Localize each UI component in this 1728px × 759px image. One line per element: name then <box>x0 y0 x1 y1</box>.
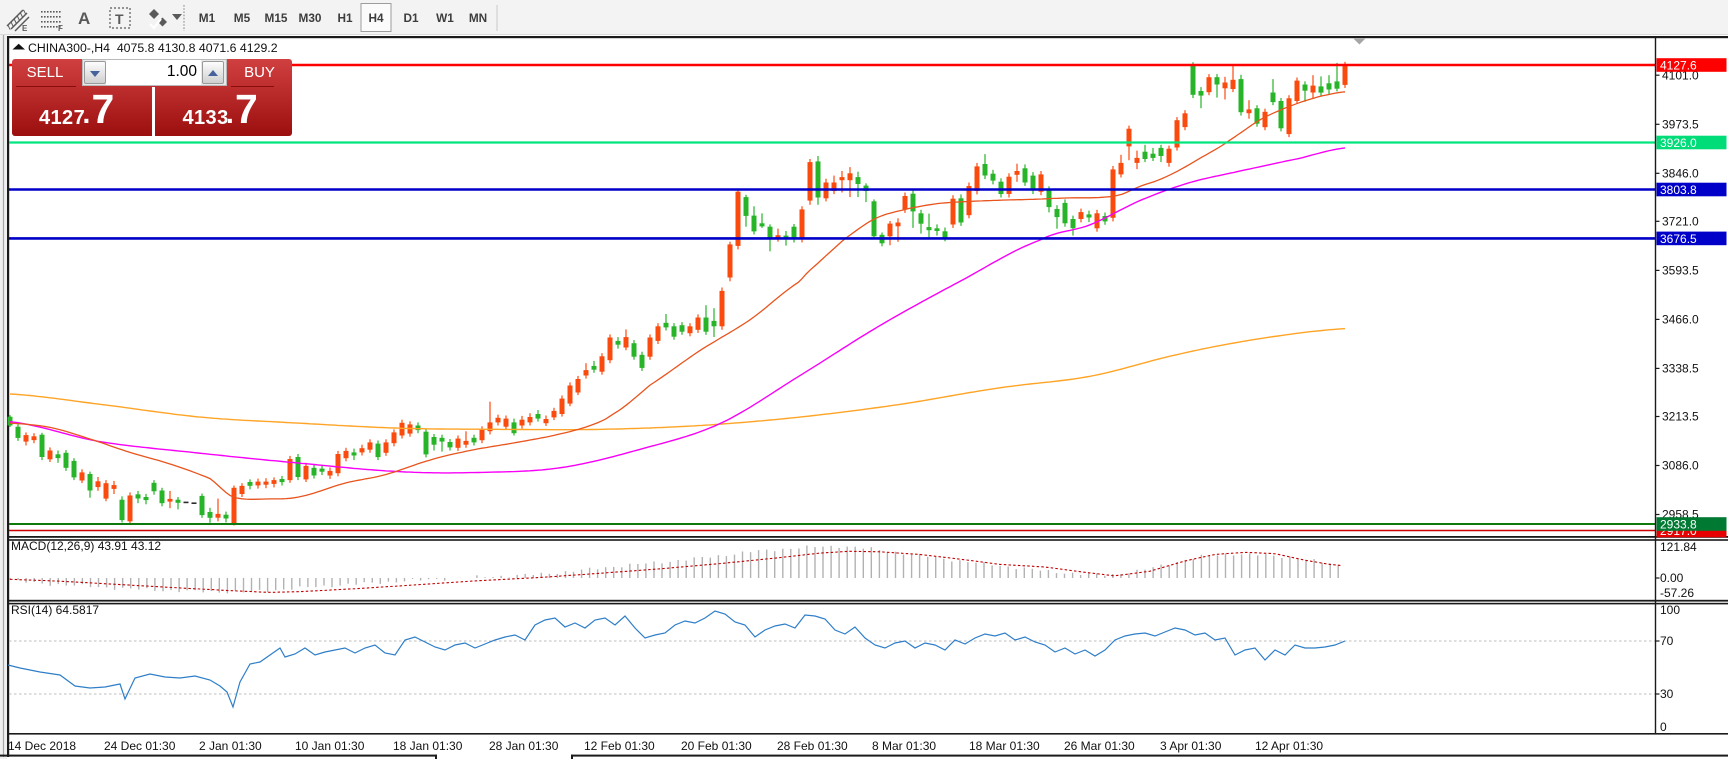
svg-text:3 Apr 01:30: 3 Apr 01:30 <box>1160 739 1222 753</box>
svg-text:-57.26: -57.26 <box>1660 586 1694 600</box>
svg-text:3593.5: 3593.5 <box>1662 264 1699 278</box>
svg-text:14 Dec 2018: 14 Dec 2018 <box>8 739 76 753</box>
svg-text:F: F <box>58 24 63 33</box>
svg-text:18 Jan 01:30: 18 Jan 01:30 <box>393 739 463 753</box>
svg-text:3086.0: 3086.0 <box>1662 459 1699 473</box>
svg-text:D1: D1 <box>403 11 419 25</box>
svg-text:0: 0 <box>1660 720 1667 734</box>
svg-text:18 Mar 01:30: 18 Mar 01:30 <box>969 739 1040 753</box>
svg-text:24 Dec 01:30: 24 Dec 01:30 <box>104 739 176 753</box>
svg-text:28 Jan 01:30: 28 Jan 01:30 <box>489 739 559 753</box>
svg-text:100: 100 <box>1660 603 1680 617</box>
svg-text:M15: M15 <box>265 11 288 25</box>
svg-text:3926.0: 3926.0 <box>1660 136 1697 150</box>
svg-text:H4: H4 <box>368 11 384 25</box>
svg-text:3466.0: 3466.0 <box>1662 313 1699 327</box>
svg-text:CHINA300-,H4 4075.8 4130.8 40: CHINA300-,H4 4075.8 4130.8 4071.6 4129.2 <box>28 41 278 55</box>
svg-text:RSI(14) 64.5817: RSI(14) 64.5817 <box>11 603 99 617</box>
svg-text:E: E <box>22 24 28 33</box>
svg-text:A: A <box>78 9 90 28</box>
svg-text:30: 30 <box>1660 687 1674 701</box>
svg-text:3213.5: 3213.5 <box>1662 410 1699 424</box>
svg-text:3676.5: 3676.5 <box>1660 232 1697 246</box>
svg-text:MN: MN <box>469 11 487 25</box>
svg-text:3338.5: 3338.5 <box>1662 362 1699 376</box>
svg-text:4127.6: 4127.6 <box>1660 58 1697 72</box>
svg-text:12 Feb 01:30: 12 Feb 01:30 <box>584 739 655 753</box>
svg-text:MACD(12,26,9) 43.91 43.12: MACD(12,26,9) 43.91 43.12 <box>11 539 161 553</box>
svg-text:M1: M1 <box>199 11 216 25</box>
svg-text:3721.0: 3721.0 <box>1662 215 1699 229</box>
svg-text:10 Jan 01:30: 10 Jan 01:30 <box>295 739 365 753</box>
svg-text:8 Mar 01:30: 8 Mar 01:30 <box>872 739 936 753</box>
svg-text:H1: H1 <box>337 11 353 25</box>
svg-text:W1: W1 <box>436 11 454 25</box>
svg-text:3803.8: 3803.8 <box>1660 183 1697 197</box>
svg-text:70: 70 <box>1660 634 1674 648</box>
svg-text:20 Feb 01:30: 20 Feb 01:30 <box>681 739 752 753</box>
svg-text:28 Feb 01:30: 28 Feb 01:30 <box>777 739 848 753</box>
svg-text:26 Mar 01:30: 26 Mar 01:30 <box>1064 739 1135 753</box>
svg-text:2933.8: 2933.8 <box>1660 517 1697 531</box>
svg-text:121.84: 121.84 <box>1660 540 1697 554</box>
svg-text:T: T <box>115 11 124 27</box>
svg-text:12 Apr 01:30: 12 Apr 01:30 <box>1255 739 1323 753</box>
svg-text:M30: M30 <box>299 11 322 25</box>
svg-text:M5: M5 <box>234 11 251 25</box>
svg-text:2 Jan 01:30: 2 Jan 01:30 <box>199 739 262 753</box>
svg-text:3973.5: 3973.5 <box>1662 118 1699 132</box>
svg-text:0.00: 0.00 <box>1660 571 1684 585</box>
svg-text:3846.0: 3846.0 <box>1662 167 1699 181</box>
svg-text:4101.0: 4101.0 <box>1662 68 1699 82</box>
